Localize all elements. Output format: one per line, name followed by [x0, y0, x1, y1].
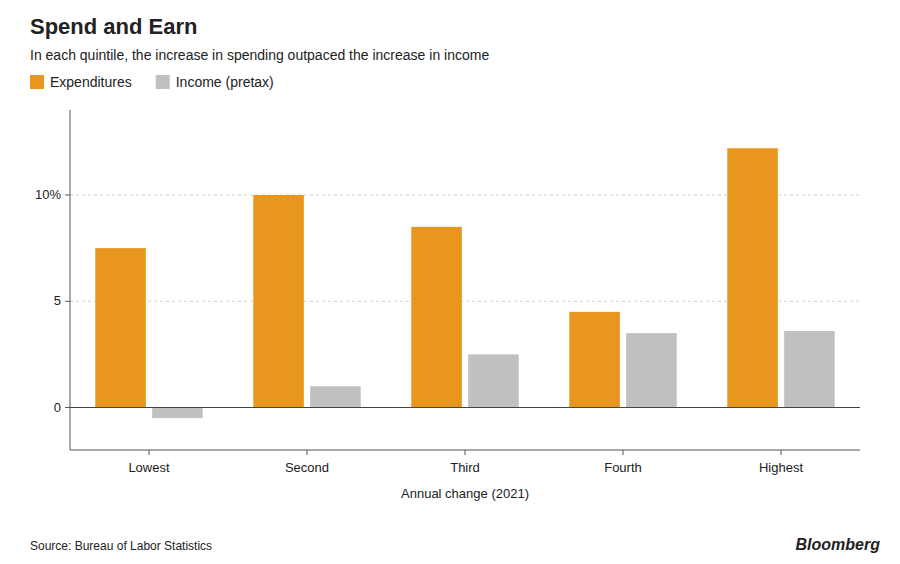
y-tick — [65, 195, 70, 196]
legend-label: Expenditures — [50, 74, 132, 90]
title: Spend and Earn — [30, 14, 197, 39]
legend: Expenditures Income (pretax) — [30, 74, 274, 90]
x-tick-label: Second — [285, 460, 329, 475]
y-axis: 0 5 10% — [35, 110, 70, 450]
x-tick-label: Fourth — [604, 460, 642, 475]
x-tick — [307, 450, 308, 455]
bar — [569, 312, 620, 408]
x-tick — [149, 450, 150, 455]
bar — [152, 408, 203, 419]
y-axis-line — [70, 110, 71, 450]
bars — [95, 148, 834, 418]
x-tick — [465, 450, 466, 455]
legend-label: Income (pretax) — [176, 74, 274, 90]
source-note: Source: Bureau of Labor Statistics — [30, 539, 212, 553]
chart-svg: Spend and Earn In each quintile, the incr… — [0, 0, 900, 564]
zero-line — [70, 407, 860, 408]
bar — [411, 227, 462, 408]
y-tick — [65, 301, 70, 302]
x-tick-label: Highest — [759, 460, 803, 475]
legend-swatch — [30, 75, 44, 89]
x-tick — [781, 450, 782, 455]
credit-note: Bloomberg — [796, 536, 881, 553]
chart-container: Spend and Earn In each quintile, the incr… — [0, 0, 900, 564]
bar — [468, 354, 519, 407]
subtitle: In each quintile, the increase in spendi… — [30, 47, 489, 63]
x-tick-label: Lowest — [128, 460, 170, 475]
y-tick-label: 5 — [54, 293, 61, 308]
y-tick-label: 0 — [54, 400, 61, 415]
bar — [727, 148, 778, 407]
x-axis: Lowest Second Third Fourth Highest — [70, 450, 860, 475]
bar — [626, 333, 677, 407]
x-tick-label: Third — [450, 460, 480, 475]
y-tick-label: 10% — [35, 187, 61, 202]
bar — [784, 331, 835, 408]
legend-swatch — [156, 75, 170, 89]
x-axis-label: Annual change (2021) — [401, 486, 529, 501]
bar — [95, 248, 146, 407]
bar — [310, 386, 361, 407]
y-tick — [65, 407, 70, 408]
grid-line — [70, 407, 860, 408]
bar — [253, 195, 304, 408]
x-tick — [623, 450, 624, 455]
